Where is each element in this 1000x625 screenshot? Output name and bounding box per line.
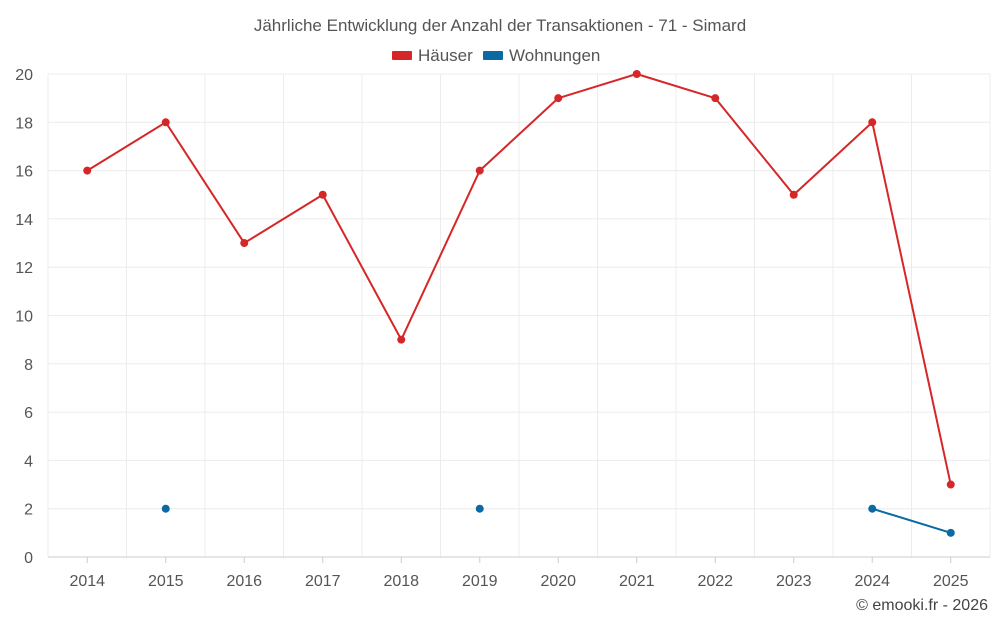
data-point-haeuser[interactable] bbox=[632, 70, 641, 78]
x-tick-label: 2017 bbox=[305, 573, 341, 590]
y-tick-label: 14 bbox=[15, 212, 33, 229]
x-tick-label: 2024 bbox=[854, 573, 890, 590]
legend-label-wohnungen[interactable]: Wohnungen bbox=[509, 46, 600, 65]
series-line-wohnungen bbox=[871, 507, 952, 534]
data-point-wohnungen[interactable] bbox=[868, 504, 877, 513]
legend-swatch-wohnungen[interactable] bbox=[483, 51, 503, 60]
x-tick-label: 2025 bbox=[933, 573, 969, 590]
data-point-haeuser[interactable] bbox=[318, 190, 327, 199]
x-tick-label: 2023 bbox=[776, 573, 812, 590]
data-point-haeuser[interactable] bbox=[83, 166, 92, 175]
x-tick-label: 2021 bbox=[619, 573, 655, 590]
data-point-haeuser[interactable] bbox=[240, 239, 249, 248]
gridlines bbox=[47, 73, 991, 557]
legend-label-haeuser[interactable]: Häuser bbox=[418, 46, 473, 65]
x-tick-label: 2016 bbox=[226, 573, 262, 590]
data-point-haeuser[interactable] bbox=[475, 166, 484, 175]
legend: Häuser Wohnungen bbox=[392, 46, 600, 65]
credit-text: © emooki.fr - 2026 bbox=[856, 597, 988, 614]
y-tick-label: 2 bbox=[24, 502, 33, 519]
y-tick-label: 18 bbox=[15, 115, 33, 132]
data-point-wohnungen[interactable] bbox=[946, 528, 955, 537]
x-tick-label: 2018 bbox=[383, 573, 419, 590]
data-point-haeuser[interactable] bbox=[946, 480, 955, 489]
y-tick-label: 12 bbox=[15, 260, 33, 277]
data-point-haeuser[interactable] bbox=[161, 118, 170, 127]
data-point-wohnungen[interactable] bbox=[475, 504, 484, 513]
y-tick-label: 16 bbox=[15, 164, 33, 181]
legend-swatch-haeuser[interactable] bbox=[392, 51, 412, 60]
data-point-haeuser[interactable] bbox=[868, 118, 877, 127]
series-line-haeuser bbox=[86, 73, 952, 485]
y-tick-label: 6 bbox=[24, 405, 33, 422]
axes: 0 2 4 6 8 10 12 14 16 18 20 2014 2015 2016 2017 2018 201… bbox=[15, 67, 990, 590]
series bbox=[83, 70, 955, 537]
series-haeuser bbox=[83, 70, 955, 489]
y-tick-label: 20 bbox=[15, 67, 33, 84]
y-tick-label: 4 bbox=[24, 453, 33, 470]
y-tick-label: 10 bbox=[15, 309, 33, 326]
data-point-haeuser[interactable] bbox=[554, 94, 563, 103]
x-tick-label: 2014 bbox=[69, 573, 105, 590]
y-tick-label: 8 bbox=[24, 357, 33, 374]
series-wohnungen bbox=[161, 504, 955, 537]
x-tick-label: 2019 bbox=[462, 573, 498, 590]
x-tick-label: 2022 bbox=[697, 573, 733, 590]
data-point-haeuser[interactable] bbox=[711, 94, 720, 103]
y-tick-label: 0 bbox=[24, 550, 33, 567]
data-point-haeuser[interactable] bbox=[789, 190, 798, 199]
data-point-haeuser[interactable] bbox=[397, 335, 406, 344]
data-point-wohnungen[interactable] bbox=[161, 504, 170, 513]
chart-title: Jährliche Entwicklung der Anzahl der Tra… bbox=[254, 16, 746, 35]
x-tick-label: 2020 bbox=[540, 573, 576, 590]
x-tick-label: 2015 bbox=[148, 573, 184, 590]
